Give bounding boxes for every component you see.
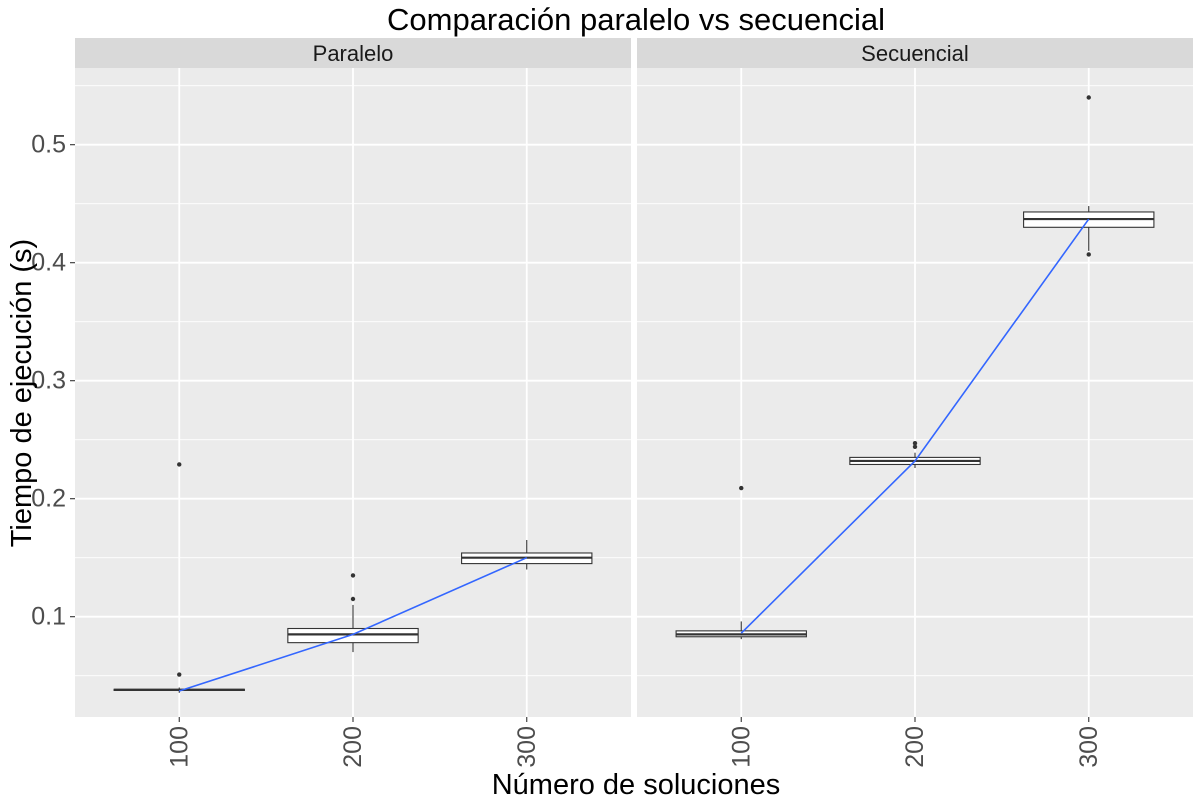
x-tick-label: 300 <box>1075 726 1103 768</box>
y-axis-title: Tiempo de ejecución (s) <box>6 239 38 547</box>
outlier-point <box>350 573 356 578</box>
x-tick-label: 300 <box>513 726 541 768</box>
outlier-point <box>739 485 744 491</box>
y-tick-label: 0.1 <box>31 603 66 631</box>
x-tick-label: 100 <box>165 726 193 768</box>
y-axis-ticks: 0.1 0.2 0.3 0.4 0.5 <box>31 131 75 631</box>
facet-strip <box>637 38 1193 68</box>
panel-paralelo: Paralelo 100 200 300 <box>75 38 631 768</box>
outlier-point <box>350 596 356 602</box>
outlier-point <box>1086 95 1091 100</box>
y-tick-label: 0.5 <box>31 131 66 159</box>
y-tick-label: 0.2 <box>31 485 66 513</box>
facet-label-paralelo: Paralelo <box>313 41 394 66</box>
x-axis-title: Número de soluciones <box>492 769 781 800</box>
facet-strip <box>75 38 631 68</box>
facet-label-secuencial: Secuencial <box>861 41 969 66</box>
x-tick-label: 200 <box>339 726 367 768</box>
y-tick-label: 0.4 <box>31 249 66 277</box>
x-tick-label: 200 <box>901 726 929 768</box>
x-tick-label: 100 <box>727 726 755 768</box>
chart-title: Comparación paralelo vs secuencial <box>387 2 885 37</box>
outlier-point <box>177 672 182 677</box>
trend-line <box>740 218 1090 634</box>
outlier-point <box>912 441 918 446</box>
box-100 <box>675 485 807 640</box>
outlier-point <box>1086 252 1091 257</box>
y-tick-label: 0.3 <box>31 367 66 395</box>
outlier-point <box>912 444 918 449</box>
panel-secuencial: Secuencial 100 200 300 <box>637 38 1193 768</box>
box-iqr <box>287 627 419 644</box>
facet-panels: Paralelo 100 200 300 Secuencial 100 200 300 <box>75 38 1193 768</box>
trend-line <box>179 556 528 692</box>
outlier-point <box>177 462 182 467</box>
